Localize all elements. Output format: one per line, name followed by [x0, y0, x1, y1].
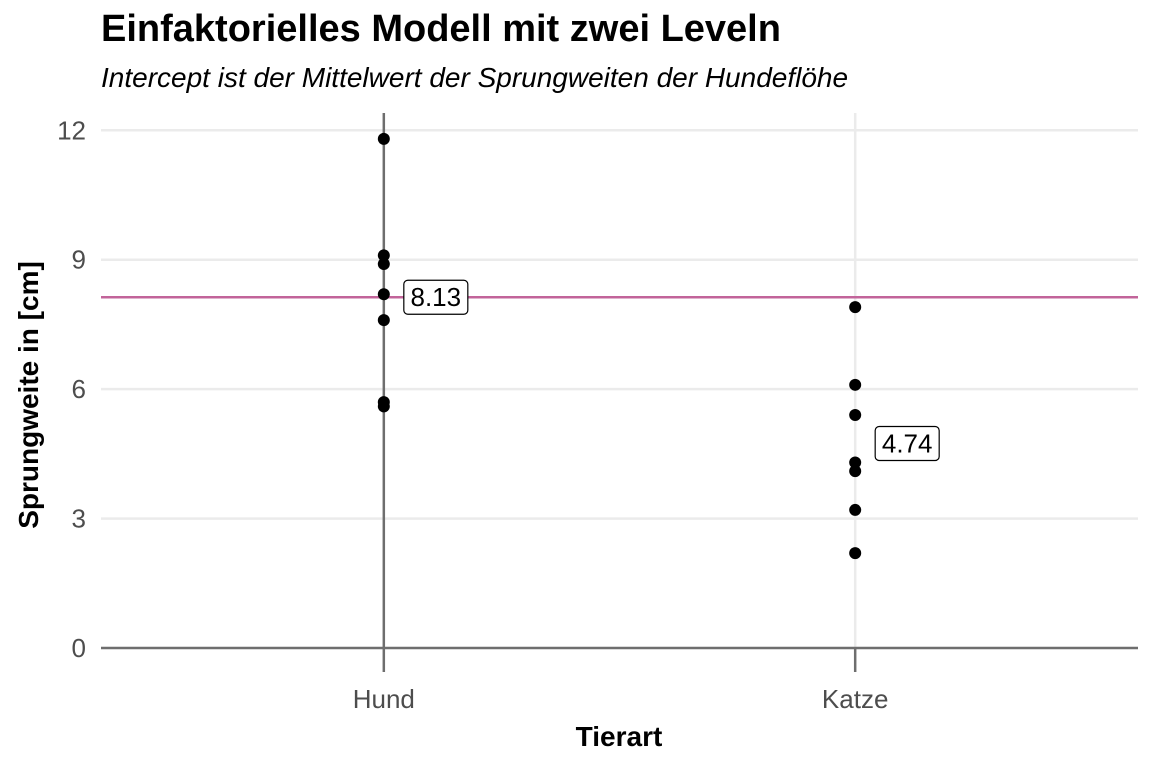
annotation-box	[403, 279, 469, 315]
data-point	[377, 258, 390, 271]
axes	[101, 113, 1138, 672]
x-tick-label: Katze	[822, 684, 889, 714]
data-point	[377, 314, 390, 327]
data-point	[849, 465, 862, 478]
data-point	[377, 132, 390, 145]
chart-title: Einfaktorielles Modell mit zwei Leveln	[101, 8, 781, 50]
x-tick-label: Hund	[353, 684, 415, 714]
annotation-label: 4.74	[882, 428, 933, 458]
data-point	[849, 547, 862, 560]
data-point	[849, 409, 862, 422]
y-tick-label: 6	[72, 374, 86, 404]
data-point	[849, 301, 862, 314]
data-point	[849, 378, 862, 391]
y-axis-title: Sprungweite in [cm]	[13, 261, 44, 529]
data-point	[377, 400, 390, 413]
y-tick-label: 9	[72, 245, 86, 275]
y-tick-label: 12	[57, 115, 86, 145]
annotation-box	[874, 425, 940, 462]
data-point	[377, 249, 390, 262]
annotations: 8.13 4.74	[403, 279, 940, 462]
annotation-label: 8.13	[411, 282, 462, 312]
data-point	[849, 456, 862, 469]
data-point	[849, 503, 862, 516]
data-points	[377, 132, 862, 560]
y-tick-label: 0	[72, 633, 86, 663]
y-tick-label: 3	[72, 504, 86, 534]
data-point	[377, 288, 390, 301]
x-axis-title: Tierart	[576, 721, 663, 752]
tick-labels: 0 3 6 9 12 Hund Katze	[57, 115, 888, 714]
grid-lines	[101, 113, 1138, 648]
chart-subtitle: Intercept ist der Mittelwert der Sprungw…	[101, 62, 849, 93]
